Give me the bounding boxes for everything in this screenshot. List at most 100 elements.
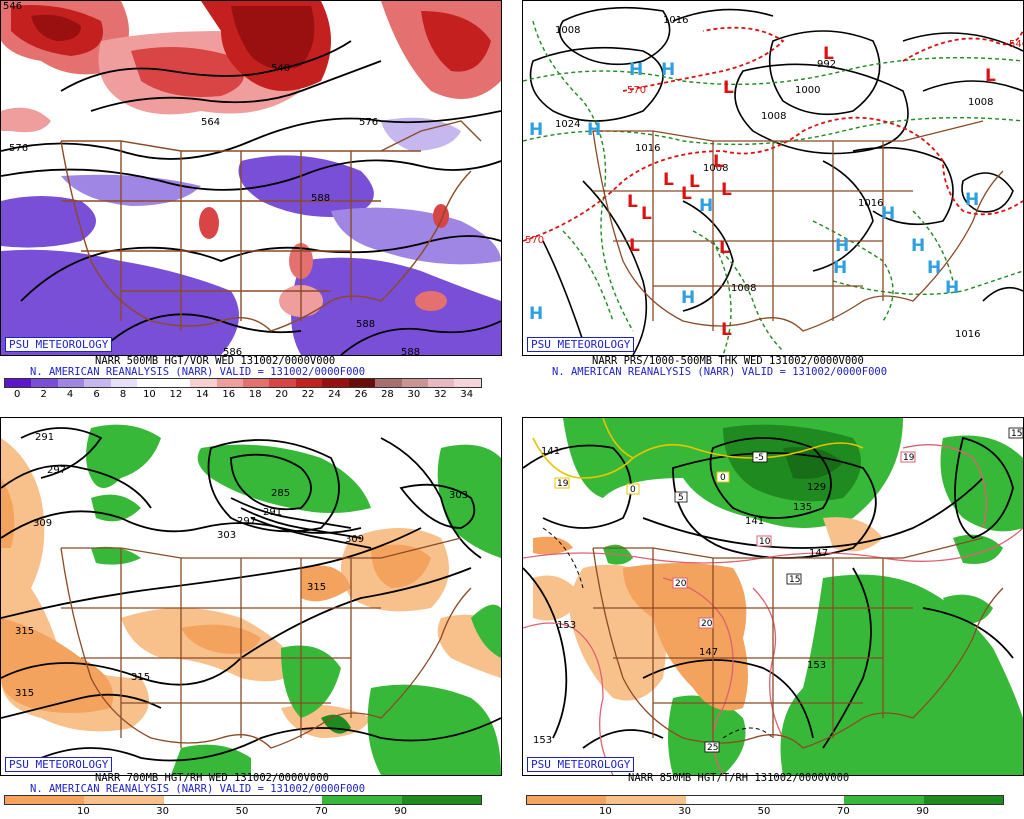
isobar-label: 1000 (795, 85, 820, 96)
isobar-label: 1008 (555, 25, 580, 36)
colorbar-tick-label: 32 (433, 389, 447, 400)
rh-colorbar (4, 795, 482, 805)
temperature-label: 0 (720, 473, 726, 483)
colorbar-swatch (84, 379, 111, 387)
rh-colorbar-labels: 10 30 50 70 90 (4, 806, 480, 818)
contour-label: 564 (201, 117, 220, 128)
caption-line2: N. AMERICAN REANALYSIS (NARR) VALID = 13… (30, 366, 366, 378)
thickness-label: 570 (525, 235, 544, 246)
contour-label: 588 (356, 319, 375, 330)
temperature-label: 20 (675, 579, 687, 589)
colorbar-tick-label: 70 (314, 806, 328, 817)
vorticity-colorbar (4, 378, 482, 388)
isobar-label: 1008 (761, 111, 786, 122)
isobar-label: 1016 (955, 329, 980, 340)
contour-label: 315 (307, 582, 326, 593)
colorbar-swatch (110, 379, 138, 387)
panel-pressure-thickness: 1008 1016 1024 1016 1000 1008 1008 1008 … (522, 0, 1024, 356)
colorbar-tick-label: 50 (235, 806, 249, 817)
psu-meteorology-badge: PSU METEOROLOGY (5, 337, 113, 352)
low-pressure-symbol: L (721, 180, 732, 200)
contour-label: 315 (15, 626, 34, 637)
caption-line1: NARR 850MB HGT/T/RH 131002/0000V000 (628, 772, 850, 784)
isobar-label: 1008 (731, 283, 756, 294)
thickness-label: 570 (627, 85, 646, 96)
contour-label: 135 (793, 502, 812, 513)
contour-label: 291 (263, 507, 282, 518)
pressure-map: 1008 1016 1024 1016 1000 1008 1008 1008 … (523, 1, 1023, 355)
contour-label: 576 (9, 143, 28, 154)
colorbar-swatch (606, 796, 686, 804)
colorbar-swatch (527, 796, 607, 804)
colorbar-swatch (190, 379, 217, 387)
contour-label: 141 (541, 446, 560, 457)
colorbar-swatch (401, 379, 428, 387)
colorbar-swatch (764, 796, 845, 804)
colorbar-tick-label: 2 (40, 389, 47, 400)
isobar-label: 1016 (663, 15, 688, 26)
colorbar-tick-label: 50 (757, 806, 771, 817)
caption-line2: N. AMERICAN REANALYSIS (NARR) VALID = 13… (30, 783, 366, 795)
temperature-label: 10 (759, 537, 771, 547)
rh850-map: 141 129 135 141 147 153 147 153 153 -5 0… (523, 418, 1023, 775)
colorbar-swatch (375, 379, 402, 387)
contour-label: 576 (359, 117, 378, 128)
contour-label: 540 (271, 63, 290, 74)
temperature-label: 0 (630, 485, 636, 495)
contour-label: 147 (699, 647, 718, 658)
rh-colorbar-labels: 10 30 50 70 90 (526, 806, 1002, 818)
colorbar-tick-label: 30 (156, 806, 170, 817)
psu-meteorology-badge: PSU METEOROLOGY (5, 757, 113, 772)
low-pressure-symbol: L (689, 172, 700, 192)
temperature-label: 15 (1011, 429, 1022, 439)
thickness-label: 546 (1009, 39, 1023, 50)
colorbar-swatch (269, 379, 296, 387)
contour-label: 303 (217, 530, 236, 541)
high-pressure-symbol: H (945, 278, 959, 298)
colorbar-tick-label: 10 (143, 389, 156, 400)
colorbar-tick-label: 22 (301, 389, 315, 400)
high-pressure-symbol: H (699, 196, 713, 216)
low-pressure-symbol: L (629, 236, 640, 256)
colorbar-tick-label: 12 (169, 389, 183, 400)
colorbar-tick-label: 30 (407, 389, 421, 400)
caption-line2: N. AMERICAN REANALYSIS (NARR) VALID = 13… (552, 366, 888, 378)
colorbar-swatch (685, 796, 765, 804)
contour-label: 153 (807, 660, 826, 671)
colorbar-swatch (348, 379, 376, 387)
temperature-label: 19 (557, 479, 569, 489)
colorbar-tick-label: 90 (394, 806, 408, 817)
colorbar-tick-label: 70 (836, 806, 850, 817)
vorticity-map: 546 576 564 540 576 588 586 588 588 (1, 1, 501, 355)
colorbar-tick-label: 6 (93, 389, 100, 400)
vorticity-colorbar-labels: 0 2 4 6 8 10 12 14 16 18 20 22 24 26 28 30 32 34 (4, 389, 480, 401)
high-pressure-symbol: H (629, 60, 643, 80)
low-pressure-symbol: L (641, 204, 652, 224)
low-pressure-symbol: L (723, 78, 734, 98)
colorbar-swatch (163, 796, 243, 804)
low-pressure-symbol: L (713, 152, 724, 172)
colorbar-swatch (5, 379, 32, 387)
low-pressure-symbol: L (719, 238, 730, 258)
contour-label: 153 (557, 620, 576, 631)
panel-850mb-temp-rh: 141 129 135 141 147 153 147 153 153 -5 0… (522, 417, 1024, 776)
contour-label: 315 (15, 688, 34, 699)
colorbar-tick-label: 90 (916, 806, 930, 817)
colorbar-swatch (5, 796, 85, 804)
colorbar-swatch (844, 796, 924, 804)
high-pressure-symbol: H (529, 304, 543, 324)
colorbar-swatch (57, 379, 85, 387)
colorbar-swatch (84, 796, 164, 804)
rh700-map: 291 297 309 285 291 297 303 309 315 315 … (1, 418, 501, 775)
high-pressure-symbol: H (927, 258, 941, 278)
colorbar-tick-label: 10 (76, 806, 90, 817)
low-pressure-symbol: L (627, 192, 638, 212)
isobar-label: 1024 (555, 119, 580, 130)
colorbar-tick-label: 30 (678, 806, 692, 817)
high-pressure-symbol: H (833, 258, 847, 278)
low-pressure-symbol: L (823, 44, 834, 64)
colorbar-tick-label: 4 (66, 389, 74, 400)
high-pressure-symbol: H (881, 204, 895, 224)
contour-label: 303 (449, 490, 468, 501)
low-pressure-symbol: L (721, 320, 732, 340)
